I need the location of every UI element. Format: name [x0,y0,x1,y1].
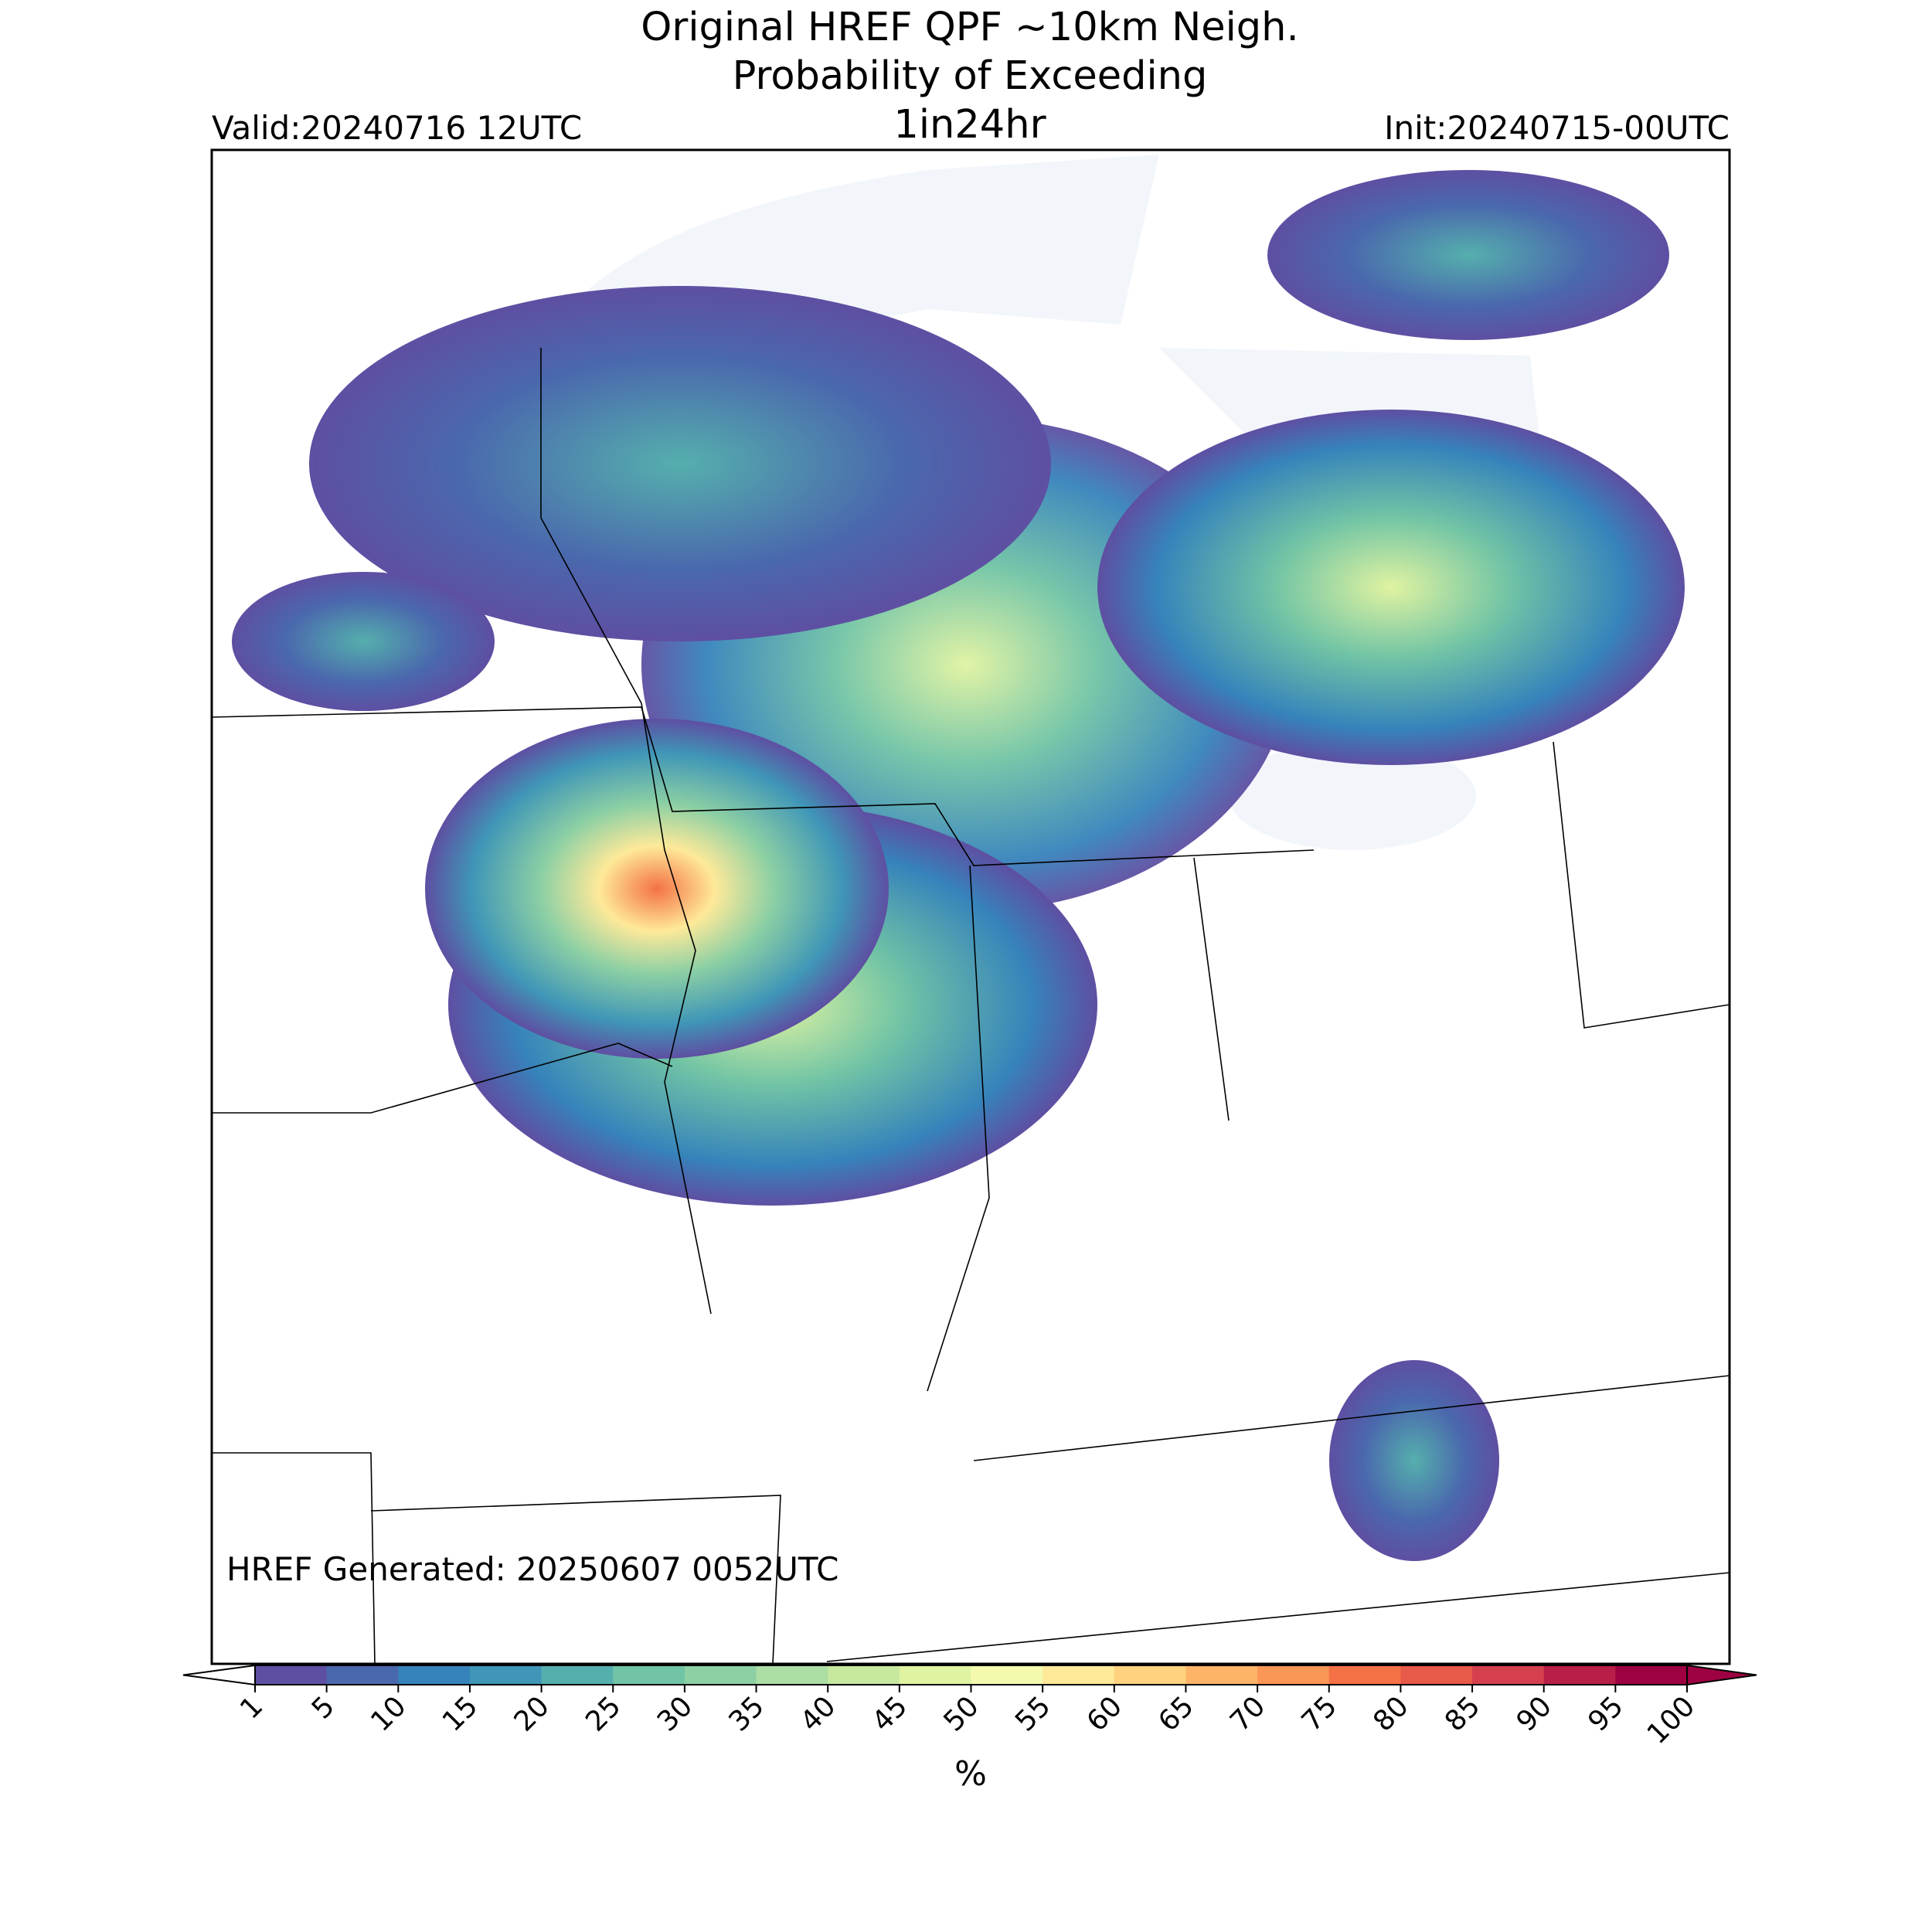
colorbar-segment [255,1665,328,1685]
colorbar-tick-label: 20 [509,1690,556,1737]
precip-area [232,572,495,711]
precip-area [1097,410,1685,765]
colorbar-segment [684,1665,757,1685]
map-frame [210,148,1731,1665]
colorbar-extension-high [1686,1664,1757,1686]
precip-area [1329,1360,1499,1561]
map [212,155,1730,1664]
colorbar-tick-label: 40 [794,1690,842,1737]
colorbar-tick-label: 60 [1081,1690,1128,1737]
colorbar-segment [1543,1665,1616,1685]
colorbar-tick-label: 35 [723,1690,770,1737]
colorbar-segment [1472,1665,1545,1685]
colorbar-segment [828,1665,900,1685]
colorbar-segment [1615,1665,1688,1685]
colorbar-tick-label: 30 [651,1690,699,1737]
colorbar-tick-label: 10 [365,1690,412,1737]
colorbar-segment [1043,1665,1115,1685]
colorbar-tick-label: 45 [866,1690,913,1737]
valid-time: Valid:20240716 12UTC [212,109,582,147]
subtitle: 1in24hr [893,102,1046,148]
colorbar-extension-low [182,1664,256,1686]
colorbar-label: % [954,1754,987,1794]
colorbar-tick-label: 1 [234,1690,269,1725]
colorbar-tick-label: 15 [437,1690,484,1737]
colorbar-segment [469,1665,543,1685]
colorbar-segment [1400,1665,1473,1685]
precip-area [425,719,889,1059]
state-border [927,857,1230,1392]
colorbar-tick-label: 50 [937,1690,985,1737]
colorbar-segment [756,1665,828,1685]
colorbar-segment [899,1665,971,1685]
colorbar-tick-label: 70 [1224,1690,1271,1737]
colorbar-segment [613,1665,685,1685]
colorbar-tick-label: 65 [1152,1690,1199,1737]
colorbar-tick-label: 80 [1367,1690,1414,1737]
colorbar-tick-label: 85 [1439,1690,1486,1737]
colorbar-segment [1185,1665,1258,1685]
colorbar-segment [971,1665,1043,1685]
colorbar-tick-label: 95 [1582,1690,1629,1737]
colorbar-segment [1114,1665,1186,1685]
colorbar-segment [326,1665,399,1685]
colorbar: 1 5 10 15 20 25 30 35 40 45 50 55 60 65 70 75 80 85 90 95 10… [182,1664,1757,1750]
init-time: Init:20240715-00UTC [1384,109,1730,147]
state-border [540,348,712,1315]
colorbar-tick-label: 5 [306,1690,341,1725]
precip-area [309,286,1051,641]
state-border [212,1043,673,1114]
title-line: Probability of Exceeding [733,53,1208,99]
colorbar-tick-label: 100 [1641,1690,1702,1750]
colorbar-tick-label: 75 [1296,1690,1343,1737]
colorbar-segment [398,1665,471,1685]
colorbar-segment [1257,1665,1330,1685]
title-line: Original HREF QPF ~10km Neigh. [641,5,1298,50]
colorbar-tick-label: 55 [1009,1690,1056,1737]
state-border [826,741,1730,1662]
precip-area [1267,170,1669,340]
colorbar-segment [1328,1665,1401,1685]
colorbar-tick-label: 25 [580,1690,627,1737]
colorbar-segment [541,1665,614,1685]
lake-erie [1229,742,1476,850]
colorbar-tick-label: 90 [1511,1690,1558,1737]
generated-note: HREF Generated: 20250607 0052UTC [226,1550,838,1588]
state-border [212,706,1315,866]
state-border [212,1452,781,1664]
